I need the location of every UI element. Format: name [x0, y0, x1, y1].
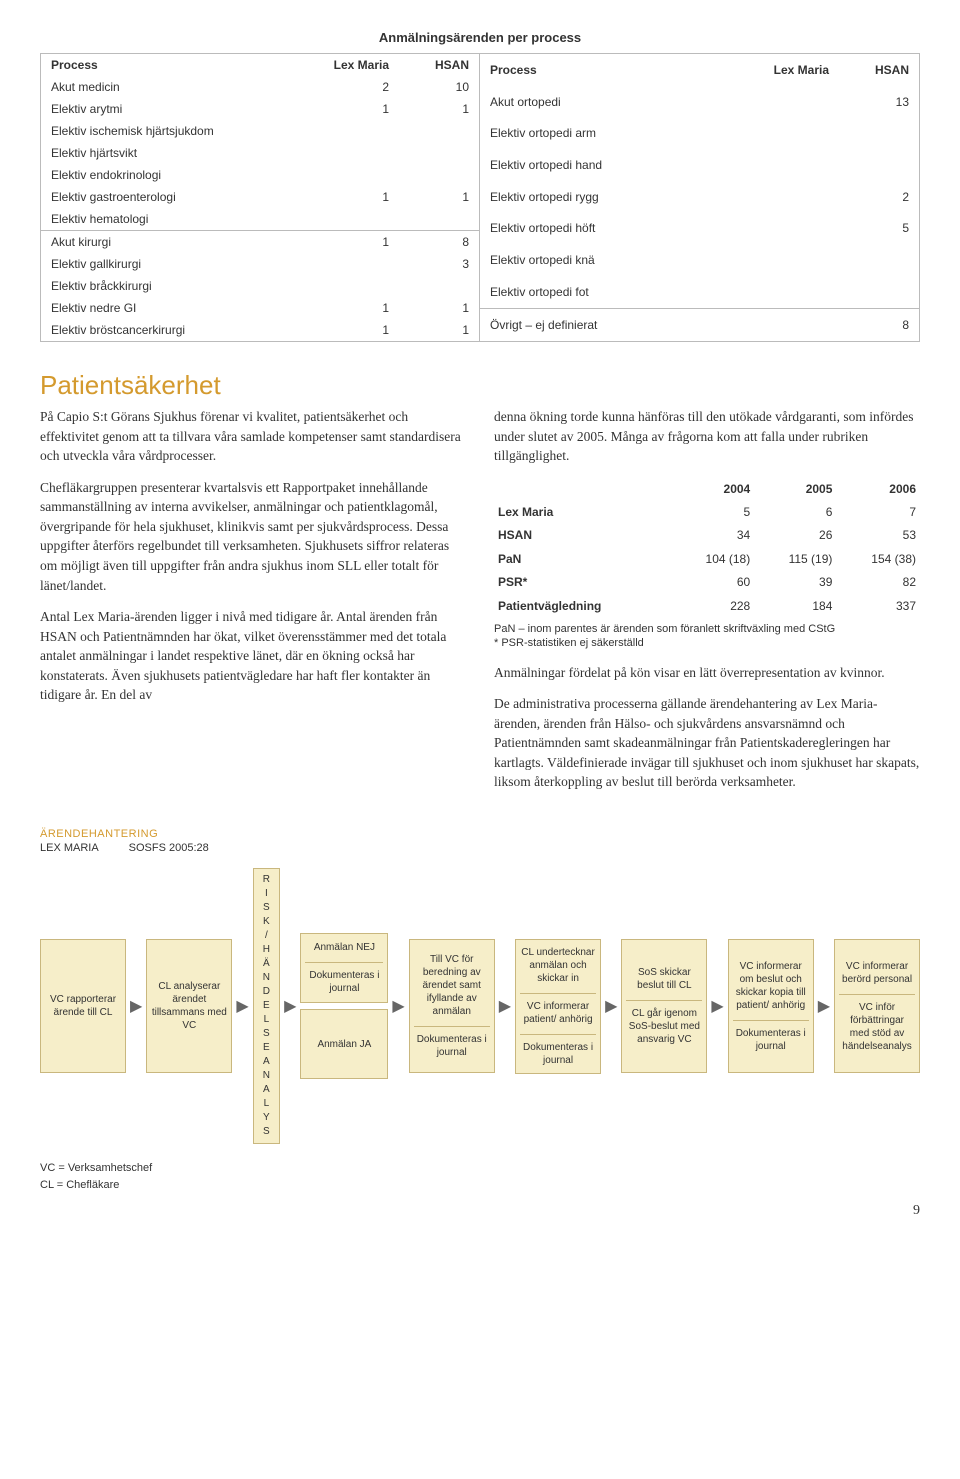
flow-box-4: Till VC för beredning av ärendet samt if…	[409, 939, 495, 1073]
anmalnings-table: Process Lex Maria HSAN Akut medicin210El…	[40, 53, 920, 342]
flow-box-7: VC informerar om beslut och skickar kopi…	[728, 939, 814, 1073]
flow-box-4-sub: Dokumenteras i journal	[414, 1026, 490, 1059]
para-l2: Chefläkargruppen presenterar kvartalsvis…	[40, 478, 466, 595]
arrow-icon: ▶	[711, 996, 723, 1016]
para-r-b2: De administrativa processerna gällande ä…	[494, 694, 920, 792]
para-r-b1: Anmälningar fördelat på kön visar en lät…	[494, 663, 920, 683]
left-column: På Capio S:t Görans Sjukhus förenar vi k…	[40, 407, 466, 804]
legend-cl: CL = Chefläkare	[40, 1177, 920, 1194]
flow-legend: VC = Verksamhetschef CL = Chefläkare	[40, 1160, 920, 1193]
table-row: Akut kirurgi18	[41, 231, 480, 254]
table-row: Elektiv ortopedi arm	[480, 117, 919, 149]
table-row: Elektiv gallkirurgi3	[41, 253, 480, 275]
table-row: Elektiv ortopedi hand	[480, 149, 919, 181]
table-row: Lex Maria567	[494, 501, 920, 524]
stats-table: 2004 2005 2006 Lex Maria567HSAN342653PaN…	[494, 478, 920, 618]
table-row: Elektiv arytmi11	[41, 98, 480, 120]
table-left: Process Lex Maria HSAN Akut medicin210El…	[41, 54, 480, 341]
arrow-icon: ▶	[236, 996, 248, 1016]
flow-sub-right: SOSFS 2005:28	[129, 842, 209, 854]
table-row: Elektiv ortopedi höft5	[480, 213, 919, 245]
table-row: Elektiv ortopedi rygg2	[480, 181, 919, 213]
table-row: Elektiv gastroenterologi11	[41, 186, 480, 208]
table-row: HSAN342653	[494, 524, 920, 547]
th-hsan: HSAN	[399, 54, 480, 76]
table-row: Övrigt – ej definierat8	[480, 309, 919, 341]
flow-box-5-mid: VC informerar patient/ anhörig	[520, 993, 596, 1026]
arrow-icon: ▶	[605, 996, 617, 1016]
flow-box-5-sub: Dokumenteras i journal	[520, 1034, 596, 1067]
flow-box-3a-sub: Dokumenteras i journal	[305, 962, 383, 995]
year-0: 2004	[671, 478, 755, 501]
right-column: denna ökning torde kunna hänföras till d…	[494, 407, 920, 804]
table-row: Akut medicin210	[41, 76, 480, 98]
table-row: Elektiv hjärtsvikt	[41, 142, 480, 164]
th-lexmaria-r: Lex Maria	[759, 54, 839, 86]
flow-box-6-label: SoS skickar beslut till CL	[626, 966, 702, 992]
flowchart: VC rapporterar ärende till CL ▶ CL analy…	[40, 868, 920, 1144]
para-r-top: denna ökning torde kunna hänföras till d…	[494, 407, 920, 466]
flow-box-5-label: CL undertecknar anmälan och skickar in	[520, 946, 596, 985]
table-row: Elektiv bråckkirurgi	[41, 275, 480, 297]
table-row: PSR*603982	[494, 571, 920, 594]
table-right: Process Lex Maria HSAN Akut ortopedi13El…	[480, 54, 919, 341]
flow-box-4-label: Till VC för beredning av ärendet samt if…	[414, 953, 490, 1018]
th-hsan-r: HSAN	[839, 54, 919, 86]
table-row: Elektiv endokrinologi	[41, 164, 480, 186]
arrow-icon: ▶	[499, 996, 511, 1016]
flow-box-5: CL undertecknar anmälan och skickar in V…	[515, 939, 601, 1074]
year-1: 2005	[754, 478, 836, 501]
th-process-r: Process	[480, 54, 759, 86]
flow-box-6: SoS skickar beslut till CL CL går igenom…	[621, 939, 707, 1073]
flow-title: ÄRENDEHANTERING	[40, 828, 920, 840]
arrow-icon: ▶	[284, 996, 296, 1016]
table-row: Elektiv hematologi	[41, 208, 480, 231]
page-number: 9	[40, 1203, 920, 1219]
flow-box-1: VC rapporterar ärende till CL	[40, 939, 126, 1073]
flow-box-8: VC informerar berörd personal VC inför f…	[834, 939, 920, 1073]
flow-box-8-label: VC informerar berörd personal	[839, 960, 915, 986]
flow-box-7-label: VC informerar om beslut och skickar kopi…	[733, 960, 809, 1012]
flow-box-6-sub: CL går igenom SoS-beslut med ansvarig VC	[626, 1000, 702, 1046]
para-l1: På Capio S:t Görans Sjukhus förenar vi k…	[40, 407, 466, 466]
th-process: Process	[41, 54, 319, 76]
table-row: PaN104 (18)115 (19)154 (38)	[494, 548, 920, 571]
table-row: Elektiv ortopedi fot	[480, 276, 919, 309]
para-l3: Antal Lex Maria-ärenden ligger i nivå me…	[40, 607, 466, 705]
table-row: Elektiv ischemisk hjärtsjukdom	[41, 120, 480, 142]
th-lexmaria: Lex Maria	[319, 54, 399, 76]
year-2: 2006	[836, 478, 920, 501]
arrow-icon: ▶	[130, 996, 142, 1016]
legend-vc: VC = Verksamhetschef	[40, 1160, 920, 1177]
flow-box-7-sub: Dokumenteras i journal	[733, 1020, 809, 1053]
flow-vbox: RISK/HÄNDELSEANALYS	[253, 868, 280, 1144]
arrow-icon: ▶	[392, 996, 404, 1016]
flow-box-3b: Anmälan JA	[300, 1009, 388, 1079]
flow-box-3a: Anmälan NEJ Dokumenteras i journal	[300, 933, 388, 1003]
table-row: Patientvägledning228184337	[494, 595, 920, 618]
table-title: Anmälningsärenden per process	[40, 30, 920, 45]
section-title: Patientsäkerhet	[40, 370, 920, 401]
flow-box-3a-label: Anmälan NEJ	[305, 941, 383, 954]
table-row: Elektiv ortopedi knä	[480, 244, 919, 276]
flow-box-8-sub: VC inför förbättringar med stöd av hände…	[839, 994, 915, 1053]
flow-sub-left: LEX MARIA	[40, 842, 98, 854]
flow-sub: LEX MARIA SOSFS 2005:28	[40, 842, 920, 854]
flow-box-2: CL analyserar ärendet tillsammans med VC	[146, 939, 232, 1073]
arrow-icon: ▶	[818, 996, 830, 1016]
table-row: Elektiv nedre GI11	[41, 297, 480, 319]
table-row: Akut ortopedi13	[480, 86, 919, 118]
table-row: Elektiv bröstcancerkirurgi11	[41, 319, 480, 341]
stats-note: PaN – inom parentes är ärenden som föran…	[494, 622, 920, 651]
